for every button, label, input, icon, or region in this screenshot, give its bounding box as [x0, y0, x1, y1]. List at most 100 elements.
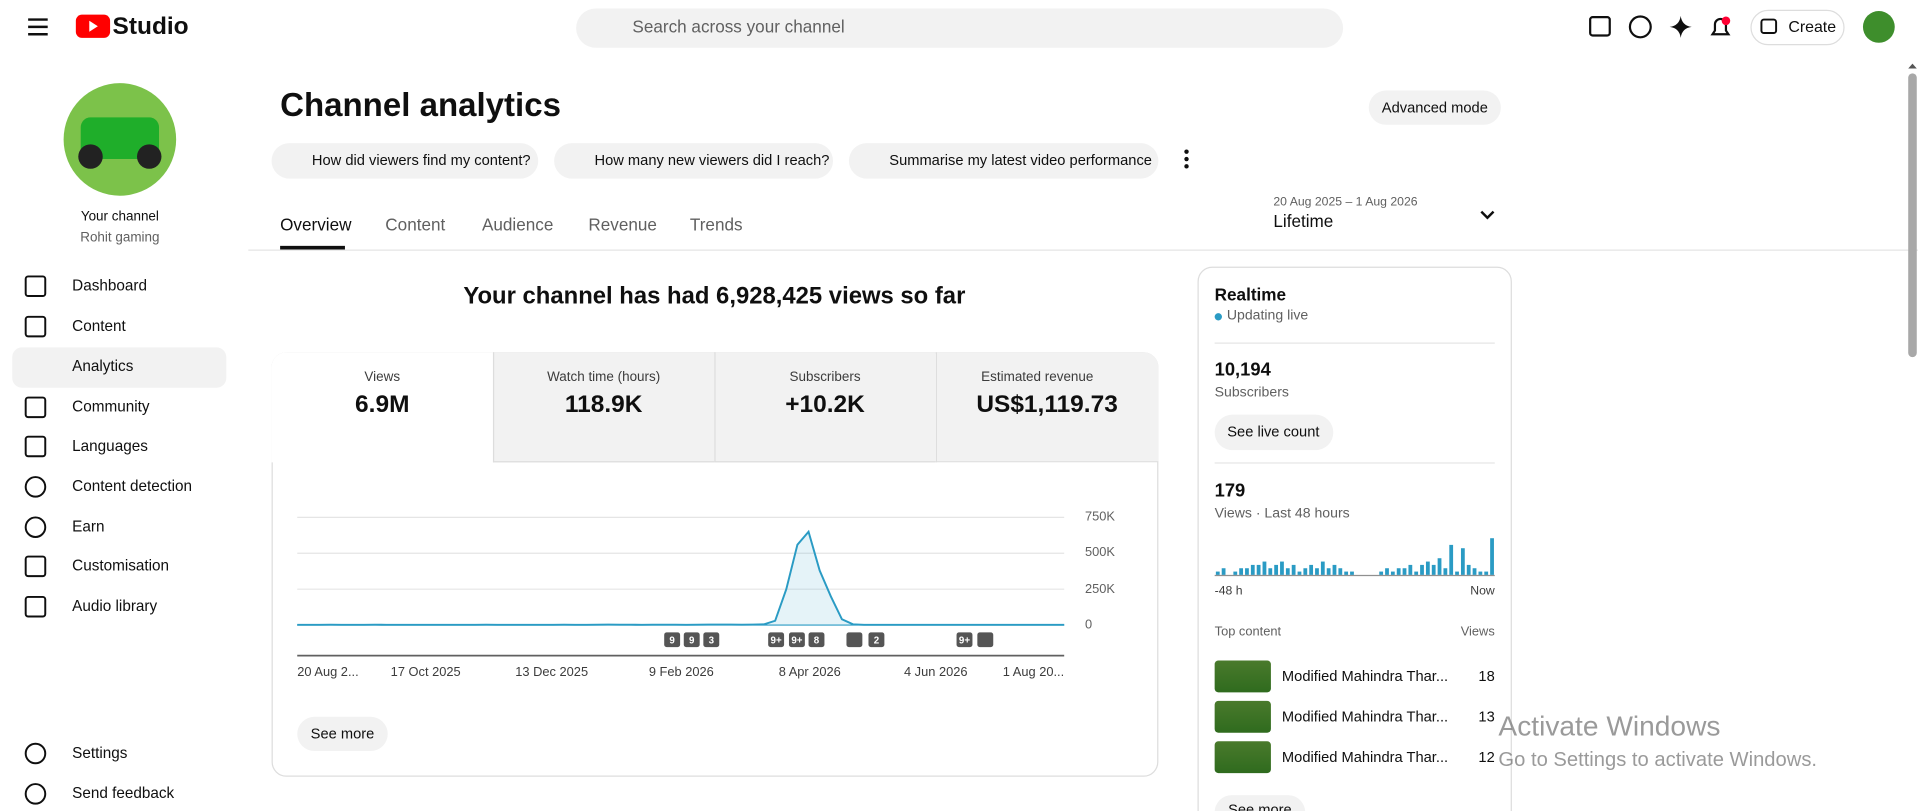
- suggestion-chip[interactable]: [554, 143, 834, 179]
- nav-icon: [24, 476, 47, 498]
- metric-value[interactable]: 118.9K: [564, 391, 643, 419]
- event-label[interactable]: 9: [669, 634, 675, 646]
- event-badge[interactable]: [683, 632, 700, 648]
- tab-divider: [248, 249, 1918, 251]
- account-avatar[interactable]: [1862, 11, 1895, 43]
- metric-label[interactable]: Views: [364, 369, 401, 385]
- event-badge[interactable]: [868, 632, 885, 648]
- see-more-button[interactable]: [1214, 795, 1306, 811]
- menu-icon[interactable]: [28, 18, 48, 36]
- event-badge[interactable]: [703, 632, 720, 648]
- event-label[interactable]: 3: [708, 634, 715, 646]
- feedback-icon[interactable]: [1589, 16, 1611, 37]
- nav-item[interactable]: Send feedback: [72, 784, 175, 802]
- nav-icon: [24, 435, 47, 458]
- nav-item[interactable]: Content detection: [72, 477, 193, 495]
- suggestion-chip[interactable]: [271, 143, 539, 179]
- nav-icon: [24, 396, 47, 419]
- period[interactable]: Lifetime: [1273, 211, 1334, 231]
- nav-item[interactable]: Earn: [72, 518, 105, 536]
- event-badge[interactable]: [956, 632, 973, 648]
- x-tick-label: 8 Apr 2026: [778, 665, 841, 680]
- period-chevron[interactable]: [1480, 210, 1495, 220]
- nav-item[interactable]: Dashboard: [72, 277, 147, 295]
- realtime-bar: [1221, 568, 1226, 575]
- more-icon[interactable]: [1184, 164, 1189, 169]
- metric-value[interactable]: US$1,119.73: [976, 391, 1118, 419]
- see-more-button[interactable]: [297, 716, 388, 752]
- help-icon[interactable]: [1628, 15, 1652, 39]
- nav-item[interactable]: Languages: [72, 437, 148, 455]
- metric-value[interactable]: +10.2K: [785, 391, 865, 419]
- tab[interactable]: Trends: [689, 214, 743, 235]
- event-badge[interactable]: [768, 632, 785, 648]
- see-more-label[interactable]: See more: [310, 725, 375, 743]
- thumbnail[interactable]: [1214, 700, 1271, 733]
- metric-label[interactable]: Watch time (hours): [547, 369, 661, 385]
- tab[interactable]: Revenue: [588, 214, 657, 235]
- metric-label[interactable]: Estimated revenue: [981, 369, 1094, 385]
- event-label[interactable]: 8: [813, 634, 820, 646]
- see-more-label[interactable]: See more: [1228, 800, 1292, 811]
- live-count-label[interactable]: See live count: [1227, 422, 1320, 441]
- live-dot: [1214, 313, 1222, 321]
- chip-label[interactable]: Summarise my latest video performance: [889, 151, 1152, 169]
- thumbnail[interactable]: [1214, 660, 1271, 693]
- event-label[interactable]: 9+: [791, 634, 803, 646]
- tab[interactable]: Audience: [481, 214, 554, 235]
- more-icon[interactable]: [1184, 156, 1189, 162]
- scrollbar-thumb: [1908, 73, 1917, 358]
- nav-active: [12, 347, 227, 388]
- realtime-views: 179: [1214, 480, 1246, 502]
- content-views: 18: [1478, 667, 1495, 685]
- event-label[interactable]: 2: [873, 634, 880, 646]
- bell-icon[interactable]: [1710, 17, 1731, 36]
- metric-tab[interactable]: [271, 352, 493, 463]
- nav-item[interactable]: Settings: [72, 744, 128, 762]
- metric-tab[interactable]: [714, 352, 936, 463]
- realtime-bar: [1233, 571, 1238, 575]
- chip-label[interactable]: How many new viewers did I reach?: [594, 151, 830, 169]
- realtime-bar: [1256, 564, 1261, 575]
- metric-tab[interactable]: [935, 352, 1159, 463]
- nav-item[interactable]: Analytics: [72, 357, 134, 375]
- nav-item[interactable]: Audio library: [72, 597, 158, 615]
- realtime-start: -48 h: [1214, 584, 1243, 599]
- tab[interactable]: Content: [385, 214, 446, 235]
- advanced-label[interactable]: Advanced mode: [1381, 98, 1488, 116]
- metric-value[interactable]: 6.9M: [355, 391, 410, 419]
- tab[interactable]: Overview: [280, 214, 352, 235]
- event-badge[interactable]: [788, 632, 805, 648]
- spark-icon[interactable]: [1669, 15, 1692, 38]
- event-badge[interactable]: [977, 632, 994, 648]
- event-badge[interactable]: [664, 632, 681, 648]
- nav-item[interactable]: Content: [72, 317, 126, 335]
- content-title[interactable]: Modified Mahindra Thar...: [1281, 667, 1449, 685]
- advanced-button[interactable]: [1368, 90, 1501, 125]
- nav-item[interactable]: Customisation: [72, 557, 170, 575]
- metric-label[interactable]: Subscribers: [789, 369, 861, 385]
- create-button[interactable]: [1750, 9, 1845, 46]
- metric-tab[interactable]: [492, 352, 715, 463]
- content-views: 12: [1478, 748, 1495, 766]
- realtime-bar: [1297, 571, 1302, 575]
- more-icon[interactable]: [1184, 149, 1189, 154]
- chip-label[interactable]: How did viewers find my content?: [311, 151, 531, 169]
- event-label[interactable]: 9+: [770, 634, 782, 646]
- event-label[interactable]: 9: [689, 634, 695, 646]
- event-label[interactable]: 9+: [958, 634, 971, 646]
- realtime-bar: [1262, 561, 1267, 575]
- search-bar[interactable]: [576, 8, 1344, 48]
- nav-item[interactable]: Community: [72, 398, 150, 416]
- realtime-bar: [1455, 571, 1459, 575]
- create-label[interactable]: Create: [1788, 17, 1837, 36]
- content-title[interactable]: Modified Mahindra Thar...: [1281, 707, 1449, 726]
- thumbnail[interactable]: [1214, 741, 1271, 774]
- event-badge[interactable]: [808, 632, 825, 648]
- live-count-button[interactable]: [1214, 414, 1334, 451]
- event-badge[interactable]: [846, 632, 863, 648]
- content-views: 13: [1478, 707, 1495, 726]
- suggestion-chip[interactable]: [848, 143, 1159, 179]
- content-title[interactable]: Modified Mahindra Thar...: [1281, 748, 1449, 766]
